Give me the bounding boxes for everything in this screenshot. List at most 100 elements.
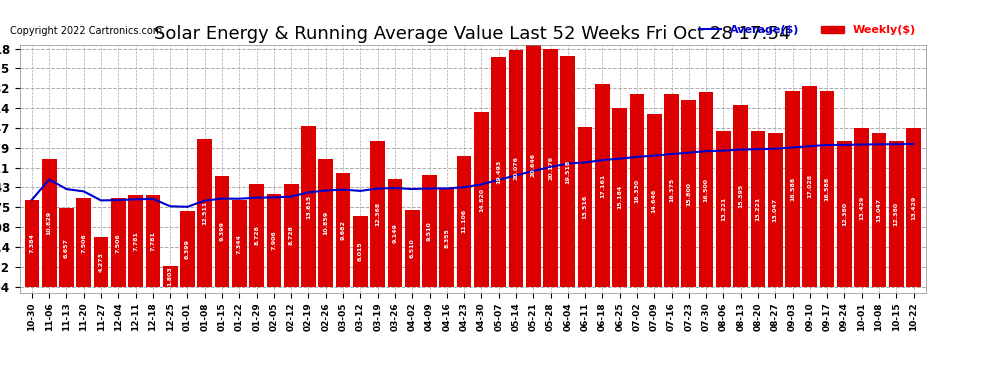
Text: 15.800: 15.800 xyxy=(686,182,691,206)
Bar xyxy=(509,50,524,287)
Text: 7.906: 7.906 xyxy=(271,231,276,250)
Bar xyxy=(388,179,402,287)
Bar xyxy=(474,112,489,287)
Text: 13.221: 13.221 xyxy=(755,197,760,221)
Bar xyxy=(301,126,316,287)
Bar xyxy=(734,105,748,287)
Bar xyxy=(180,211,195,287)
Text: 13.429: 13.429 xyxy=(859,196,864,220)
Text: 13.516: 13.516 xyxy=(582,195,588,219)
Text: 17.028: 17.028 xyxy=(807,174,813,198)
Bar xyxy=(76,198,91,287)
Bar xyxy=(266,194,281,287)
Bar xyxy=(664,93,679,287)
Bar xyxy=(578,127,592,287)
Bar xyxy=(129,195,143,287)
Text: 12.511: 12.511 xyxy=(202,201,207,225)
Bar xyxy=(197,139,212,287)
Text: Copyright 2022 Cartronics.com: Copyright 2022 Cartronics.com xyxy=(10,26,162,36)
Bar xyxy=(544,49,557,287)
Bar xyxy=(854,128,869,287)
Bar xyxy=(785,91,800,287)
Bar xyxy=(803,86,817,287)
Text: 9.149: 9.149 xyxy=(392,223,397,243)
Text: 10.859: 10.859 xyxy=(324,211,329,235)
Bar xyxy=(440,188,454,287)
Text: 7.344: 7.344 xyxy=(237,234,242,254)
Bar xyxy=(215,176,230,287)
Bar xyxy=(42,159,56,287)
Text: 13.047: 13.047 xyxy=(773,198,778,222)
Text: 7.384: 7.384 xyxy=(30,234,35,254)
Text: 6.510: 6.510 xyxy=(410,239,415,258)
Text: 19.493: 19.493 xyxy=(496,160,501,184)
Text: 17.161: 17.161 xyxy=(600,174,605,198)
Text: 12.380: 12.380 xyxy=(894,202,899,226)
Bar xyxy=(699,92,714,287)
Bar xyxy=(820,91,835,287)
Text: 1.803: 1.803 xyxy=(167,267,172,286)
Text: 8.728: 8.728 xyxy=(289,225,294,245)
Text: 13.615: 13.615 xyxy=(306,195,311,219)
Text: 10.829: 10.829 xyxy=(47,211,51,235)
Text: 7.506: 7.506 xyxy=(81,233,86,253)
Text: 13.047: 13.047 xyxy=(876,198,881,222)
Bar xyxy=(232,200,247,287)
Bar xyxy=(595,84,610,287)
Text: 15.184: 15.184 xyxy=(617,185,622,210)
Bar xyxy=(630,94,644,287)
Bar xyxy=(405,210,420,287)
Bar xyxy=(353,216,367,287)
Text: 9.510: 9.510 xyxy=(427,221,432,241)
Text: 6.015: 6.015 xyxy=(357,242,363,261)
Text: 12.368: 12.368 xyxy=(375,202,380,226)
Bar xyxy=(422,175,437,287)
Bar xyxy=(906,128,921,287)
Bar xyxy=(111,198,126,287)
Title: Solar Energy & Running Average Value Last 52 Weeks Fri Oct 28 17:54: Solar Energy & Running Average Value Las… xyxy=(154,26,791,44)
Text: 7.506: 7.506 xyxy=(116,233,121,253)
Text: 16.500: 16.500 xyxy=(704,177,709,201)
Bar xyxy=(526,43,541,287)
Text: 15.395: 15.395 xyxy=(739,184,743,208)
Text: 6.399: 6.399 xyxy=(185,239,190,259)
Text: 13.429: 13.429 xyxy=(911,196,916,220)
Bar xyxy=(889,141,904,287)
Bar xyxy=(646,114,661,287)
Text: 7.781: 7.781 xyxy=(133,231,139,251)
Bar xyxy=(613,108,627,287)
Bar xyxy=(319,159,333,287)
Text: 9.682: 9.682 xyxy=(341,220,346,240)
Text: 16.330: 16.330 xyxy=(635,178,640,203)
Bar xyxy=(25,200,40,287)
Text: 16.588: 16.588 xyxy=(825,177,830,201)
Bar xyxy=(370,141,385,287)
Bar xyxy=(94,237,108,287)
Text: 19.518: 19.518 xyxy=(565,160,570,184)
Text: 16.588: 16.588 xyxy=(790,177,795,201)
Legend: Average($), Weekly($): Average($), Weekly($) xyxy=(694,21,920,40)
Bar xyxy=(750,131,765,287)
Text: 14.646: 14.646 xyxy=(651,188,656,213)
Text: 9.399: 9.399 xyxy=(220,222,225,242)
Text: 13.221: 13.221 xyxy=(721,197,726,221)
Text: 20.076: 20.076 xyxy=(514,156,519,180)
Bar xyxy=(284,184,299,287)
Text: 20.646: 20.646 xyxy=(531,153,536,177)
Bar xyxy=(716,131,731,287)
Text: 16.375: 16.375 xyxy=(669,178,674,203)
Text: 12.380: 12.380 xyxy=(842,202,846,226)
Bar xyxy=(838,141,851,287)
Bar xyxy=(249,184,264,287)
Text: 6.657: 6.657 xyxy=(64,238,69,258)
Bar xyxy=(456,156,471,287)
Bar xyxy=(59,209,74,287)
Bar xyxy=(336,172,350,287)
Text: 7.781: 7.781 xyxy=(150,231,155,251)
Text: 8.728: 8.728 xyxy=(254,225,259,245)
Bar xyxy=(560,56,575,287)
Bar xyxy=(871,133,886,287)
Text: 14.820: 14.820 xyxy=(479,188,484,211)
Bar xyxy=(162,266,177,287)
Text: 11.106: 11.106 xyxy=(461,209,466,234)
